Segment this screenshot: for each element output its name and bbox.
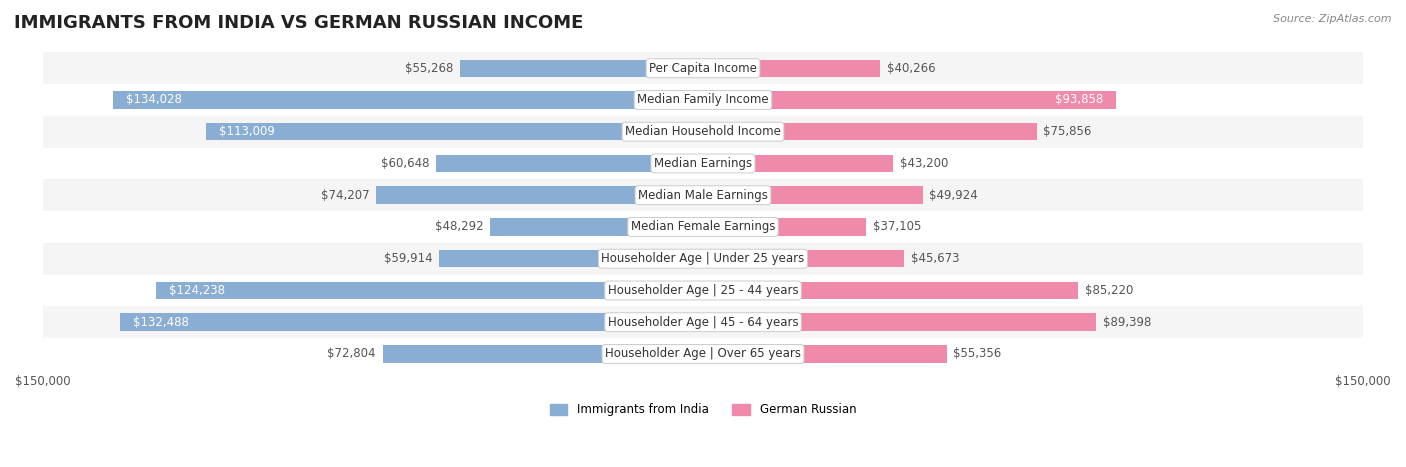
Bar [205, 123, 703, 141]
Text: $132,488: $132,488 [134, 316, 188, 329]
Text: $134,028: $134,028 [127, 93, 183, 106]
Bar [703, 345, 946, 363]
Bar [42, 243, 1364, 275]
Legend: Immigrants from India, German Russian: Immigrants from India, German Russian [546, 399, 860, 421]
Text: $89,398: $89,398 [1104, 316, 1152, 329]
Bar [112, 91, 703, 109]
Text: $74,207: $74,207 [321, 189, 370, 202]
Bar [42, 306, 1364, 338]
Bar [156, 282, 703, 299]
Bar [439, 250, 703, 268]
Text: $45,673: $45,673 [911, 252, 959, 265]
Text: Median Family Income: Median Family Income [637, 93, 769, 106]
Text: Median Male Earnings: Median Male Earnings [638, 189, 768, 202]
Text: Source: ZipAtlas.com: Source: ZipAtlas.com [1274, 14, 1392, 24]
Bar [703, 313, 1097, 331]
Text: Householder Age | 45 - 64 years: Householder Age | 45 - 64 years [607, 316, 799, 329]
Text: Householder Age | Over 65 years: Householder Age | Over 65 years [605, 347, 801, 361]
Text: $40,266: $40,266 [887, 62, 935, 75]
Text: $43,200: $43,200 [900, 157, 948, 170]
Text: $55,268: $55,268 [405, 62, 453, 75]
Text: $93,858: $93,858 [1054, 93, 1102, 106]
Bar [382, 345, 703, 363]
Bar [703, 282, 1078, 299]
Text: Median Earnings: Median Earnings [654, 157, 752, 170]
Text: IMMIGRANTS FROM INDIA VS GERMAN RUSSIAN INCOME: IMMIGRANTS FROM INDIA VS GERMAN RUSSIAN … [14, 14, 583, 32]
Bar [42, 84, 1364, 116]
Text: Median Household Income: Median Household Income [626, 125, 780, 138]
Text: $85,220: $85,220 [1084, 284, 1133, 297]
Text: $37,105: $37,105 [873, 220, 921, 234]
Text: $75,856: $75,856 [1043, 125, 1092, 138]
Text: $60,648: $60,648 [381, 157, 429, 170]
Bar [42, 275, 1364, 306]
Bar [703, 91, 1116, 109]
Bar [460, 59, 703, 77]
Bar [703, 59, 880, 77]
Bar [42, 211, 1364, 243]
Text: $55,356: $55,356 [953, 347, 1001, 361]
Text: $49,924: $49,924 [929, 189, 979, 202]
Text: $59,914: $59,914 [384, 252, 433, 265]
Bar [42, 148, 1364, 179]
Text: Per Capita Income: Per Capita Income [650, 62, 756, 75]
Text: Householder Age | Under 25 years: Householder Age | Under 25 years [602, 252, 804, 265]
Bar [703, 123, 1036, 141]
Bar [491, 218, 703, 236]
Bar [42, 338, 1364, 370]
Bar [436, 155, 703, 172]
Bar [703, 218, 866, 236]
Text: Median Female Earnings: Median Female Earnings [631, 220, 775, 234]
Bar [42, 52, 1364, 84]
Text: $113,009: $113,009 [219, 125, 274, 138]
Text: $72,804: $72,804 [328, 347, 375, 361]
Text: Householder Age | 25 - 44 years: Householder Age | 25 - 44 years [607, 284, 799, 297]
Bar [377, 186, 703, 204]
Bar [703, 155, 893, 172]
Text: $48,292: $48,292 [436, 220, 484, 234]
Bar [703, 250, 904, 268]
Bar [42, 116, 1364, 148]
Bar [120, 313, 703, 331]
Text: $124,238: $124,238 [169, 284, 225, 297]
Bar [42, 179, 1364, 211]
Bar [703, 186, 922, 204]
